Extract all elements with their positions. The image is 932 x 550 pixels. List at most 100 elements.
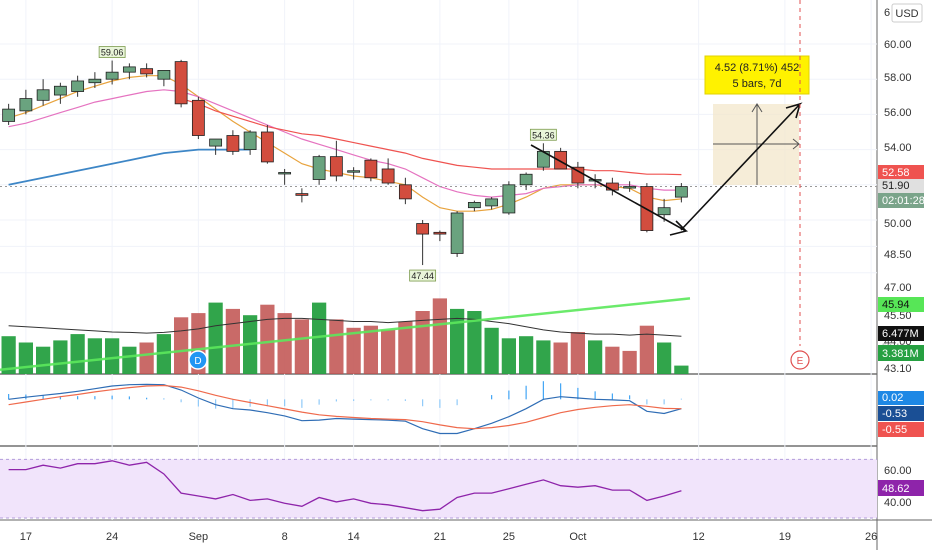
candle-body[interactable] — [174, 61, 188, 105]
candle-body[interactable] — [347, 170, 361, 173]
price-axis[interactable]: 60.00 58.00 56.00 54.00 50.00 48.50 47.00 45.50… — [878, 3, 925, 509]
candle-body[interactable] — [364, 159, 378, 179]
price-range-arrows — [751, 103, 800, 150]
candle-body[interactable] — [122, 66, 136, 73]
price-tick-label: 48.50 — [884, 249, 912, 261]
drawings[interactable]: 4.52 (8.71%) 452 5 bars, 7d E D — [188, 0, 810, 370]
candle-body[interactable] — [88, 78, 102, 84]
candle-body[interactable] — [329, 156, 343, 177]
candle-body[interactable] — [295, 193, 309, 196]
low-label-box — [409, 269, 437, 282]
candle-body[interactable] — [657, 207, 671, 216]
volume-bar — [105, 338, 120, 374]
candle-body[interactable] — [502, 184, 516, 214]
measure-label-line1: 4.52 (8.71%) 452 — [715, 62, 799, 74]
rsi-value-label: 48.62 — [882, 483, 910, 495]
candle-body[interactable] — [416, 223, 430, 235]
currency-button[interactable] — [891, 3, 923, 23]
macd-signal-line — [8, 384, 682, 430]
volume-bar — [277, 313, 292, 374]
volume-bar — [139, 342, 154, 374]
low-label: 47.44 — [411, 271, 434, 281]
macd-signal-label-tag — [878, 422, 924, 437]
candle-body[interactable] — [243, 131, 257, 151]
volume-bar — [519, 336, 534, 374]
macd-line-label: -0.53 — [882, 408, 907, 420]
candle-body[interactable] — [381, 168, 395, 184]
candle-body[interactable] — [71, 80, 85, 92]
last-price-label-tag — [878, 179, 924, 193]
time-tick-label: Sep — [189, 531, 209, 543]
volume-bar — [1, 336, 16, 374]
candle-body[interactable] — [605, 182, 619, 191]
dividend-marker[interactable] — [188, 350, 208, 370]
high-label-box — [98, 46, 126, 58]
earnings-marker-label: E — [797, 356, 804, 367]
candle-body[interactable] — [485, 198, 499, 207]
candle-body[interactable] — [157, 70, 171, 80]
time-tick-label: 19 — [779, 531, 791, 543]
volume-bar — [622, 350, 637, 374]
trend-arrow-drawing[interactable] — [530, 144, 689, 236]
volume-ma-label: 45.94 — [882, 299, 910, 311]
candle-body[interactable] — [140, 68, 154, 75]
moving-average-line — [8, 148, 251, 186]
candlesticks[interactable]: 59.06 54.36 47.44 — [2, 46, 688, 282]
volume-bar — [605, 346, 620, 374]
volume-bar — [36, 346, 51, 374]
candle-body[interactable] — [433, 231, 447, 235]
candle-body[interactable] — [260, 131, 274, 163]
candle-body[interactable] — [450, 212, 464, 254]
candle-body[interactable] — [623, 186, 637, 189]
volume-average-label: 6.477M — [882, 328, 919, 340]
time-tick-label: 17 — [20, 531, 32, 543]
candle-body[interactable] — [105, 71, 119, 80]
macd-pane[interactable] — [8, 381, 682, 435]
volume-bar — [53, 340, 68, 374]
price-tick-label: 47.00 — [884, 282, 912, 294]
candle-body[interactable] — [53, 85, 67, 96]
candle-body[interactable] — [312, 156, 326, 180]
volume-bar — [87, 338, 102, 374]
currency-label[interactable]: USD — [895, 8, 918, 20]
moving-average-line — [8, 75, 682, 212]
time-tick-label: 25 — [503, 531, 515, 543]
earnings-marker[interactable] — [790, 350, 810, 370]
volume-bar — [450, 308, 465, 374]
volume-bar — [174, 317, 189, 374]
candle-body[interactable] — [19, 98, 33, 112]
rsi-band — [0, 459, 877, 518]
volume-bar — [18, 342, 33, 374]
price-tick-label: 45.50 — [884, 310, 912, 322]
candle-body[interactable] — [191, 99, 205, 136]
candle-body[interactable] — [278, 172, 292, 175]
candle-body[interactable] — [398, 184, 412, 200]
macd-line-label-tag — [878, 406, 924, 421]
volume-bar — [208, 302, 223, 374]
rsi-line — [8, 460, 682, 512]
moving-average-line — [8, 89, 682, 198]
time-tick-label: Oct — [569, 531, 586, 543]
candle-body[interactable] — [2, 108, 16, 122]
candle-body[interactable] — [554, 150, 568, 170]
candle-body[interactable] — [519, 173, 533, 186]
volume-bar — [432, 298, 447, 374]
time-tick-label: 24 — [106, 531, 118, 543]
candle-body[interactable] — [36, 89, 50, 101]
moving-averages — [0, 75, 877, 212]
candle-body[interactable] — [209, 138, 223, 147]
candle-body[interactable] — [674, 186, 688, 198]
volume-last-label-tag — [878, 345, 924, 361]
time-axis[interactable]: 17 24 Sep 8 14 21 25 Oct 12 19 26 — [20, 531, 878, 543]
volume-bar — [312, 302, 327, 374]
candle-body[interactable] — [467, 201, 481, 209]
rsi-pane[interactable] — [0, 458, 877, 519]
price-tick-label: 43.10 — [884, 363, 912, 375]
volume-bar — [467, 311, 482, 374]
candle-body[interactable] — [226, 135, 240, 152]
candle-countdown-label: 02:01:28 — [882, 195, 925, 207]
rsi-upper-label: 60.00 — [884, 465, 912, 477]
volume-ma-label-tag — [878, 297, 924, 312]
volume-bar — [346, 327, 361, 374]
